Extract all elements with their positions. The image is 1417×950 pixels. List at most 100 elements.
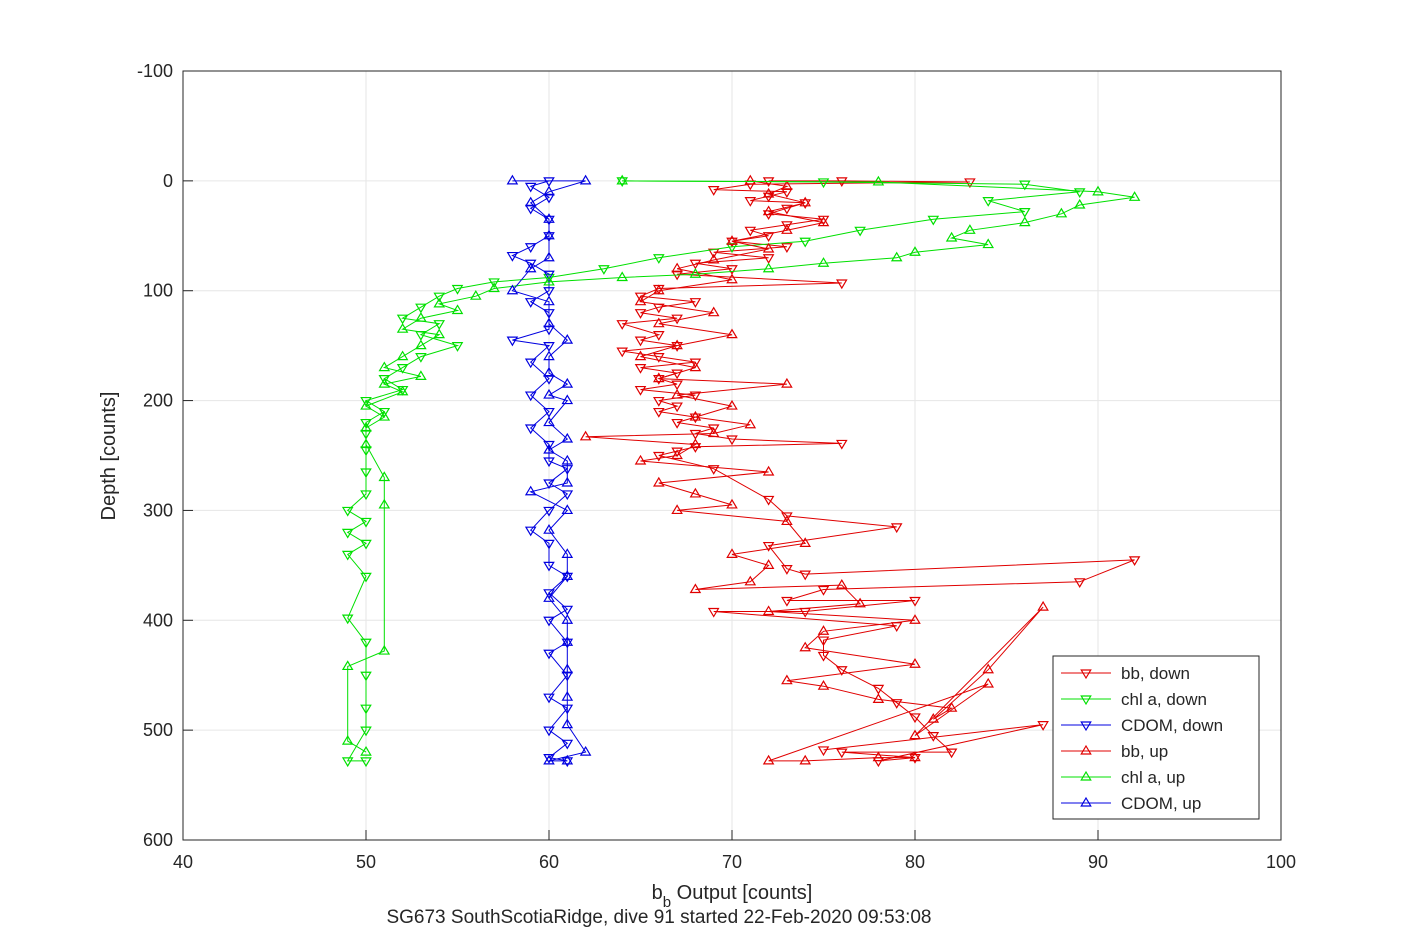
- data-point: [396, 314, 409, 325]
- data-point: [415, 339, 427, 350]
- data-point: [561, 548, 574, 558]
- legend-label: CDOM, down: [1121, 716, 1223, 735]
- series-5: [506, 174, 592, 765]
- data-point: [707, 607, 720, 618]
- data-point: [543, 388, 555, 399]
- data-point: [689, 358, 702, 369]
- data-point: [726, 273, 738, 284]
- series-line: [347, 180, 1135, 753]
- data-point: [543, 215, 555, 226]
- data-point: [652, 372, 665, 383]
- figure-caption: SG673 SouthScotiaRidge, dive 91 started …: [386, 907, 931, 928]
- data-point: [817, 680, 830, 690]
- data-point: [762, 232, 775, 242]
- data-point: [726, 435, 738, 446]
- data-point: [1037, 721, 1049, 731]
- data-point: [652, 284, 665, 295]
- data-point: [561, 636, 574, 646]
- series-line: [622, 180, 1135, 762]
- data-point: [726, 328, 738, 339]
- data-point: [524, 182, 537, 193]
- data-point: [634, 336, 647, 347]
- data-point: [835, 439, 848, 450]
- x-tick-label: 90: [1088, 852, 1108, 872]
- data-point: [341, 757, 354, 768]
- data-point: [689, 583, 702, 594]
- legend-swatch-marker: [1080, 770, 1092, 781]
- data-point: [671, 418, 683, 429]
- data-point: [543, 295, 555, 306]
- data-point: [671, 504, 683, 515]
- data-point: [433, 328, 446, 339]
- data-point: [982, 238, 995, 249]
- data-point: [360, 572, 372, 583]
- data-point: [543, 213, 555, 223]
- data-point: [341, 550, 354, 561]
- data-point: [707, 465, 720, 475]
- data-point: [652, 407, 665, 418]
- data-point: [616, 177, 629, 188]
- data-point: [799, 196, 812, 207]
- data-point: [799, 641, 812, 652]
- data-point: [360, 757, 372, 768]
- data-point: [781, 243, 793, 253]
- data-point: [543, 649, 555, 660]
- data-point: [341, 734, 354, 745]
- data-point: [762, 254, 775, 264]
- data-point: [652, 476, 665, 487]
- data-point: [707, 424, 720, 435]
- data-point: [561, 333, 574, 344]
- data-point: [543, 524, 555, 534]
- data-point: [817, 625, 830, 635]
- data-point: [762, 605, 775, 616]
- data-point: [579, 745, 592, 756]
- data-point: [378, 644, 391, 655]
- data-point: [360, 490, 372, 501]
- x-tick-label: 70: [722, 852, 742, 872]
- data-point: [360, 671, 372, 682]
- x-tick-label: 60: [539, 852, 559, 872]
- data-point: [762, 242, 775, 253]
- data-point: [561, 691, 574, 701]
- data-point: [561, 570, 574, 580]
- data-point: [652, 451, 665, 462]
- data-point: [543, 177, 555, 188]
- data-point: [1018, 208, 1031, 218]
- data-point: [890, 699, 903, 709]
- data-point: [652, 375, 665, 385]
- data-point: [781, 204, 793, 215]
- data-point: [543, 561, 555, 572]
- data-point: [488, 282, 500, 293]
- series-line: [511, 180, 587, 762]
- data-point: [671, 388, 683, 399]
- data-point: [543, 287, 555, 297]
- data-point: [341, 528, 354, 539]
- data-point: [543, 317, 555, 328]
- data-point: [579, 174, 592, 185]
- data-point: [689, 391, 702, 402]
- data-point: [726, 498, 738, 509]
- series-line: [585, 180, 1044, 762]
- data-point: [872, 684, 885, 695]
- data-point: [378, 471, 391, 482]
- legend-swatch-marker: [1080, 744, 1092, 755]
- data-point: [506, 284, 519, 295]
- data-point: [1037, 600, 1049, 611]
- data-point: [817, 585, 830, 596]
- legend-box: [1052, 655, 1260, 820]
- data-point: [341, 614, 354, 625]
- data-point: [561, 757, 574, 768]
- data-point: [378, 375, 391, 385]
- data-point: [360, 399, 372, 410]
- data-point: [671, 402, 683, 413]
- data-point: [689, 410, 702, 421]
- data-point: [1018, 180, 1031, 191]
- data-point: [360, 745, 372, 756]
- data-point: [689, 268, 702, 278]
- x-tick-label: 80: [905, 852, 925, 872]
- data-point: [415, 303, 427, 314]
- data-point: [360, 517, 372, 528]
- data-point: [543, 726, 555, 737]
- data-point: [671, 449, 683, 460]
